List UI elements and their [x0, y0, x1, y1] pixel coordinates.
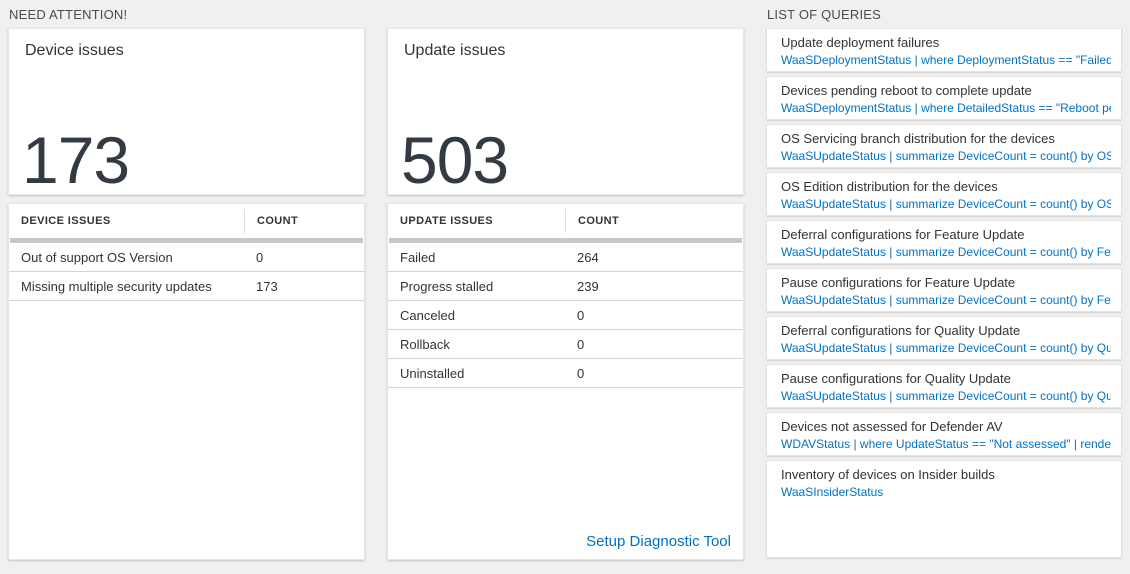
issue-label: Canceled: [400, 307, 455, 323]
issue-count: 0: [577, 336, 585, 352]
issue-label: Failed: [400, 249, 436, 265]
table-scroll-band: [10, 238, 363, 243]
issue-label: Rollback: [400, 336, 450, 352]
device-issues-column-header: DEVICE ISSUES: [21, 214, 111, 227]
issue-count: 0: [256, 249, 264, 265]
query-text: WaaSUpdateStatus | summarize DeviceCount…: [781, 293, 1111, 307]
issue-count: 0: [577, 307, 585, 323]
count-column-header: COUNT: [257, 214, 299, 227]
query-tile[interactable]: Inventory of devices on Insider builds W…: [766, 460, 1122, 558]
query-tile[interactable]: Deferral configurations for Feature Upda…: [766, 220, 1122, 264]
table-scroll-band: [389, 238, 742, 243]
query-text: WaaSDeploymentStatus | where DetailedSta…: [781, 101, 1111, 115]
issue-count: 239: [577, 278, 599, 294]
spacer: [387, 0, 744, 28]
table-row[interactable]: Failed 264: [388, 243, 743, 272]
query-tile[interactable]: OS Servicing branch distribution for the…: [766, 124, 1122, 168]
query-title: Pause configurations for Feature Update: [781, 275, 1016, 290]
setup-diagnostic-tool-link[interactable]: Setup Diagnostic Tool: [586, 533, 731, 550]
update-issues-column-header: UPDATE ISSUES: [400, 214, 494, 227]
table-row[interactable]: Progress stalled 239: [388, 272, 743, 301]
query-title: OS Servicing branch distribution for the…: [781, 131, 1055, 146]
query-text: WaaSUpdateStatus | summarize DeviceCount…: [781, 197, 1111, 211]
query-tile[interactable]: Deferral configurations for Quality Upda…: [766, 316, 1122, 360]
table-row[interactable]: Rollback 0: [388, 330, 743, 359]
update-issues-count: 503: [401, 123, 509, 197]
query-tile[interactable]: Devices pending reboot to complete updat…: [766, 76, 1122, 120]
need-attention-header: NEED ATTENTION!: [9, 7, 128, 22]
list-of-queries-header: LIST OF QUERIES: [767, 7, 882, 22]
query-list-column: LIST OF QUERIES Update deployment failur…: [766, 0, 1122, 558]
query-text: WaaSUpdateStatus | summarize DeviceCount…: [781, 341, 1111, 355]
column-divider: [244, 208, 245, 233]
update-issues-summary-tile[interactable]: Update issues 503: [387, 28, 744, 195]
table-row[interactable]: Uninstalled 0: [388, 359, 743, 388]
update-issues-table-header: UPDATE ISSUES COUNT: [388, 204, 743, 237]
query-title: Pause configurations for Quality Update: [781, 371, 1011, 386]
query-text: WaaSInsiderStatus: [781, 485, 884, 499]
query-title: Devices pending reboot to complete updat…: [781, 83, 1032, 98]
table-row[interactable]: Canceled 0: [388, 301, 743, 330]
update-issues-column: Update issues 503 UPDATE ISSUES COUNT Fa…: [387, 0, 744, 560]
query-tile[interactable]: Pause configurations for Quality Update …: [766, 364, 1122, 408]
query-title: Devices not assessed for Defender AV: [781, 419, 1003, 434]
query-title: OS Edition distribution for the devices: [781, 179, 998, 194]
table-row[interactable]: Missing multiple security updates 173: [9, 272, 364, 301]
device-issues-title: Device issues: [25, 42, 124, 59]
device-issues-column: NEED ATTENTION! Device issues 173 DEVICE…: [8, 0, 365, 560]
query-tile[interactable]: OS Edition distribution for the devices …: [766, 172, 1122, 216]
query-text: WaaSUpdateStatus | summarize DeviceCount…: [781, 149, 1111, 163]
issue-label: Missing multiple security updates: [21, 278, 212, 294]
query-text: WaaSUpdateStatus | summarize DeviceCount…: [781, 389, 1111, 403]
device-issues-summary-tile[interactable]: Device issues 173: [8, 28, 365, 195]
device-issues-count: 173: [22, 123, 130, 197]
query-list: Update deployment failures WaaSDeploymen…: [766, 28, 1122, 558]
issue-count: 0: [577, 365, 585, 381]
device-issues-table: DEVICE ISSUES COUNT Out of support OS Ve…: [8, 203, 365, 560]
query-title: Inventory of devices on Insider builds: [781, 467, 995, 482]
query-text: WaaSDeploymentStatus | where DeploymentS…: [781, 53, 1111, 67]
query-title: Deferral configurations for Quality Upda…: [781, 323, 1021, 338]
query-text: WDAVStatus | where UpdateStatus == "Not …: [781, 437, 1111, 451]
query-tile[interactable]: Devices not assessed for Defender AV WDA…: [766, 412, 1122, 456]
query-tile[interactable]: Pause configurations for Feature Update …: [766, 268, 1122, 312]
query-title: Update deployment failures: [781, 35, 940, 50]
query-title: Deferral configurations for Feature Upda…: [781, 227, 1025, 242]
issue-label: Uninstalled: [400, 365, 465, 381]
issue-label: Progress stalled: [400, 278, 494, 294]
issue-count: 173: [256, 278, 278, 294]
column-divider: [565, 208, 566, 233]
table-row[interactable]: Out of support OS Version 0: [9, 243, 364, 272]
device-issues-table-header: DEVICE ISSUES COUNT: [9, 204, 364, 237]
update-issues-table: UPDATE ISSUES COUNT Failed 264 Progress …: [387, 203, 744, 560]
count-column-header: COUNT: [578, 214, 620, 227]
query-text: WaaSUpdateStatus | summarize DeviceCount…: [781, 245, 1111, 259]
update-issues-title: Update issues: [404, 42, 506, 59]
query-tile[interactable]: Update deployment failures WaaSDeploymen…: [766, 28, 1122, 72]
issue-count: 264: [577, 249, 599, 265]
issue-label: Out of support OS Version: [21, 249, 173, 265]
